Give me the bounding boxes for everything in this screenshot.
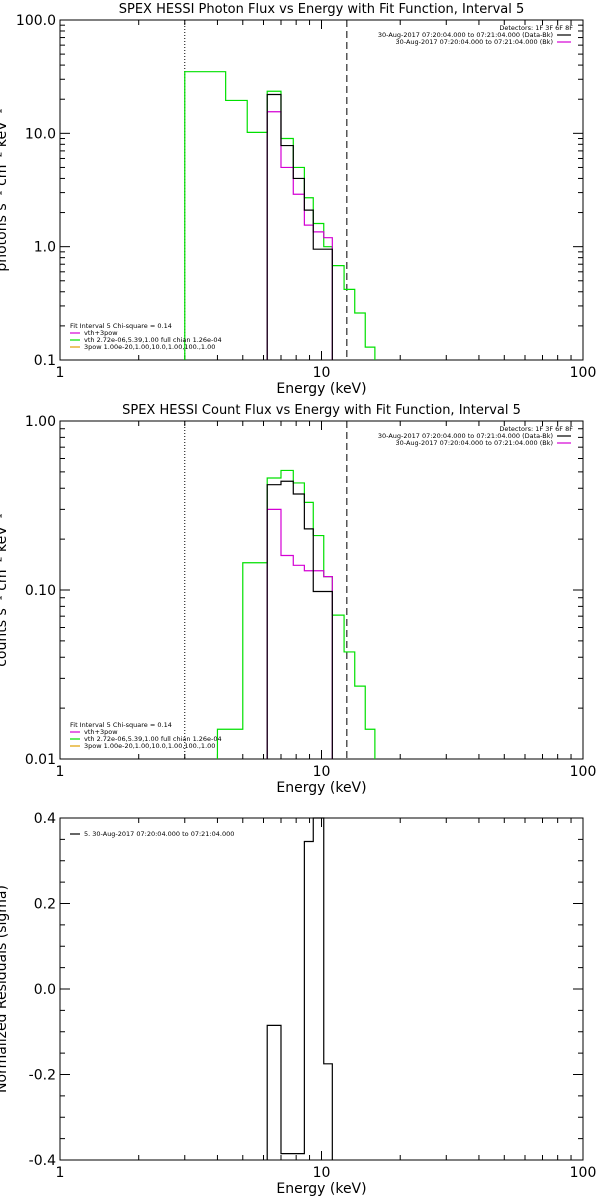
y-tick-label: 0.01 — [25, 752, 56, 768]
chart-title: SPEX HESSI Count Flux vs Energy with Fit… — [122, 403, 521, 418]
legend-item: vth 2.72e-06,5.39,1.00 full chian 1.26e-… — [84, 336, 222, 344]
legend-item: 30-Aug-2017 07:20:04.000 to 07:21:04.000… — [378, 31, 553, 39]
series-data-histogram — [266, 93, 333, 360]
series-residuals-histogram — [266, 817, 333, 1160]
legend-item: vth 2.72e-06,5.39,1.00 full chian 1.26e-… — [84, 735, 222, 743]
x-tick-label: 1 — [56, 365, 65, 381]
legend-item: 5. 30-Aug-2017 07:20:04.000 to 07:21:04.… — [84, 830, 234, 838]
x-axis-label: Energy (keV) — [276, 1181, 366, 1197]
panel-3: 1 10 100 Energy (keV) -0.4 -0.2 0.0 0.2 0.4 Norma… — [0, 811, 596, 1197]
legend-fit-header: Fit Interval 5 Chi-square = 0.14 — [70, 721, 172, 729]
x-tick-label: 100 — [570, 764, 597, 780]
y-tick-label: 1.00 — [25, 414, 56, 430]
y-axis-label: counts s⁻¹ cm⁻² keV⁻¹ — [0, 513, 10, 667]
y-tick-label: 0.10 — [25, 583, 56, 599]
y-tick-label: 0.1 — [34, 353, 56, 369]
y-tick-label: 10.0 — [25, 126, 56, 142]
chart-title: SPEX HESSI Photon Flux vs Energy with Fi… — [119, 2, 525, 17]
x-tick-label: 10 — [313, 365, 331, 381]
y-tick-label: -0.2 — [29, 1068, 56, 1084]
y-axis-label: Normalized Residuals (sigma) — [0, 885, 10, 1093]
legend-fit-header: Fit Interval 5 Chi-square = 0.14 — [70, 322, 172, 330]
x-axis-label: Energy (keV) — [276, 780, 366, 796]
y-tick-label: 0.4 — [34, 811, 56, 827]
legend-item: 3pow 1.00e-20,1.00,10.0,1.00,100.,1.00 — [84, 742, 215, 750]
x-tick-label: 10 — [313, 1165, 331, 1181]
series-fit-histogram — [216, 469, 376, 759]
legend-item: vth+3pow — [84, 329, 118, 337]
y-tick-label: 0.0 — [34, 982, 56, 998]
x-tick-label: 100 — [570, 1165, 597, 1181]
legend-item: vth+3pow — [84, 728, 118, 736]
plot-frame — [59, 817, 584, 1161]
panel-1: SPEX HESSI Photon Flux vs Energy with Fi… — [0, 2, 596, 397]
y-tick-label: 100.0 — [16, 13, 56, 29]
legend-detectors: Detectors: 1F 3F 6F 8F — [499, 425, 573, 433]
legend-detectors: Detectors: 1F 3F 6F 8F — [499, 24, 573, 32]
series-data-histogram — [266, 480, 333, 759]
y-tick-label: 0.2 — [34, 897, 56, 913]
series-background-histogram — [266, 111, 333, 360]
legend-item: 3pow 1.00e-20,1.00,10.0,1.00,100.,1.00 — [84, 343, 215, 351]
plot-frame — [59, 19, 584, 361]
series-background-histogram — [266, 508, 333, 759]
y-axis-label: photons s⁻¹ cm⁻² keV⁻¹ — [0, 108, 10, 271]
legend-item: 30-Aug-2017 07:20:04.000 to 07:21:04.000… — [396, 38, 553, 46]
legend-item: 30-Aug-2017 07:20:04.000 to 07:21:04.000… — [378, 432, 553, 440]
x-tick-label: 10 — [313, 764, 331, 780]
x-tick-label: 100 — [570, 365, 597, 381]
x-tick-label: 1 — [56, 1165, 65, 1181]
y-tick-label: 1.0 — [34, 240, 56, 256]
panel-2: SPEX HESSI Count Flux vs Energy with Fit… — [0, 403, 596, 796]
x-tick-label: 1 — [56, 764, 65, 780]
plot-frame — [59, 420, 584, 760]
y-tick-label: -0.4 — [29, 1153, 56, 1169]
x-axis-label: Energy (keV) — [276, 381, 366, 397]
legend-item: 30-Aug-2017 07:20:04.000 to 07:21:04.000… — [396, 439, 553, 447]
